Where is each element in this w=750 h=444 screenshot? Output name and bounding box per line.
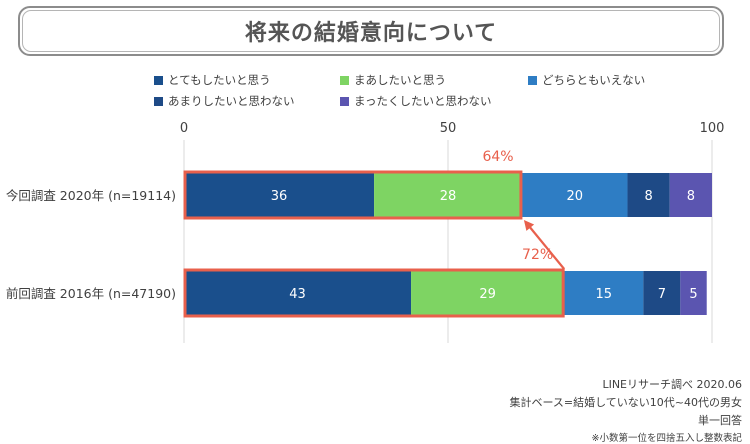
data-label-1-3: 7 — [658, 287, 666, 302]
bar-1-1 — [411, 271, 565, 315]
highlight-box-0 — [183, 170, 523, 220]
highlight-box-1 — [183, 268, 565, 318]
data-label-0-3: 8 — [644, 189, 652, 204]
title-box: 将来の結婚意向について — [18, 6, 724, 56]
bar-1-0 — [184, 271, 412, 315]
data-label-0-0: 36 — [271, 189, 288, 204]
x-tick-label-0: 0 — [180, 121, 188, 136]
legend-swatch-2 — [528, 75, 537, 85]
annotation-label-0: 64% — [482, 149, 513, 165]
legend-item-4: まったくしたいと思わない — [340, 93, 492, 109]
bar-0-0 — [184, 173, 375, 217]
bar-1-4 — [680, 271, 707, 315]
bar-0-2 — [521, 173, 628, 217]
legend-label-2: どちらともいえない — [542, 73, 646, 87]
bar-0-1 — [374, 173, 522, 217]
data-label-0-2: 20 — [566, 189, 583, 204]
data-label-1-0: 43 — [289, 287, 306, 302]
legend-label-3: あまりしたいと思わない — [168, 94, 295, 108]
data-label-1-1: 29 — [479, 287, 496, 302]
category-label-1: 前回調査 2016年 (n=47190) — [6, 286, 176, 301]
legend-label-4: まったくしたいと思わない — [354, 94, 492, 108]
data-label-0-1: 28 — [440, 189, 457, 204]
legend-label-1: まあしたいと思う — [354, 73, 446, 87]
category-label-0: 今回調査 2020年 (n=19114) — [6, 188, 176, 203]
legend-label-0: とてもしたいと思う — [168, 73, 271, 87]
annotation-arrow-line — [528, 225, 566, 270]
footnote-base: 集計ベース=結婚していない10代~40代の男女 — [509, 396, 742, 409]
legend-swatch-1 — [340, 75, 349, 85]
annotation-arrow-head — [523, 220, 535, 231]
footnote-source: LINEリサーチ調べ 2020.06 — [602, 378, 742, 391]
legend-swatch-4 — [340, 96, 349, 106]
footnote-rounding: ※小数第一位を四捨五入し整数表記 — [591, 433, 742, 444]
legend-swatch-3 — [154, 96, 163, 106]
legend-item-1: まあしたいと思う — [340, 72, 446, 88]
bar-0-4 — [669, 173, 712, 217]
chart-title: 将来の結婚意向について — [244, 21, 498, 46]
bar-0-3 — [627, 173, 670, 217]
legend-item-2: どちらともいえない — [528, 72, 645, 88]
x-tick-label-2: 100 — [700, 121, 725, 136]
bar-1-3 — [643, 271, 681, 315]
footnote-answer-type: 単一回答 — [698, 414, 742, 427]
legend-item-3: あまりしたいと思わない — [154, 93, 295, 109]
data-label-0-4: 8 — [687, 189, 695, 204]
annotation-label-1: 72% — [522, 247, 553, 263]
data-label-1-4: 5 — [689, 287, 697, 302]
data-label-1-2: 15 — [595, 287, 612, 302]
legend-item-0: とてもしたいと思う — [154, 72, 271, 88]
legend-swatch-0 — [154, 75, 163, 85]
x-tick-label-1: 50 — [440, 121, 457, 136]
bar-1-2 — [564, 271, 644, 315]
